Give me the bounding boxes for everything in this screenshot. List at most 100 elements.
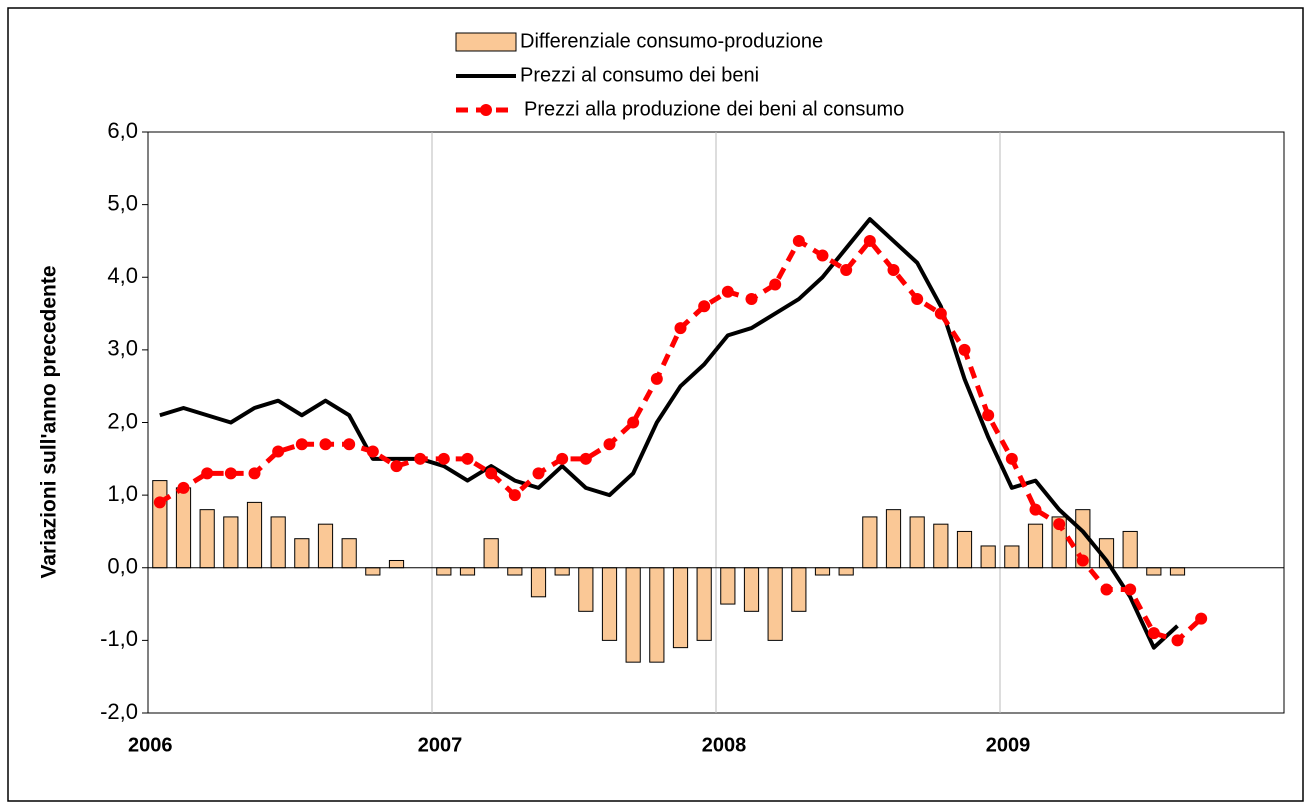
point: [887, 263, 900, 276]
bar: [246, 501, 263, 569]
bar: [885, 509, 902, 569]
bar: [601, 567, 618, 641]
bar: [696, 567, 712, 641]
point: [437, 452, 450, 465]
legend-swatch: [480, 104, 492, 116]
point: [319, 438, 332, 451]
point: [721, 285, 734, 298]
point: [745, 293, 758, 306]
point: [769, 278, 782, 291]
bar: [933, 523, 949, 569]
y-tick-label: -1,0: [100, 626, 138, 651]
bar: [199, 509, 215, 569]
bar: [152, 480, 168, 569]
bar: [909, 516, 925, 569]
bar: [294, 538, 310, 569]
bar: [1146, 567, 1162, 576]
point: [579, 452, 592, 465]
bar: [956, 530, 973, 569]
x-tick-label: 2009: [986, 734, 1031, 756]
bar: [838, 567, 854, 576]
bar: [672, 567, 689, 649]
legend-label: Differenziale consumo-produzione: [520, 30, 823, 52]
y-tick-label: 6,0: [107, 118, 138, 143]
point: [224, 467, 237, 480]
bar: [388, 559, 405, 569]
y-tick-label: 5,0: [107, 190, 138, 215]
bar: [743, 567, 760, 612]
point: [1147, 627, 1160, 640]
bar: [530, 567, 547, 598]
point: [461, 452, 474, 465]
y-tick-label: 4,0: [107, 263, 138, 288]
bar: [980, 545, 996, 569]
bar: [554, 567, 570, 576]
legend-swatch: [455, 32, 517, 52]
legend-label: Prezzi alla produzione dei beni al consu…: [524, 98, 904, 120]
bar: [578, 567, 594, 612]
point: [1195, 612, 1208, 625]
y-tick-label: -2,0: [100, 699, 138, 724]
point: [911, 293, 924, 306]
point: [1076, 554, 1089, 567]
point: [958, 343, 971, 356]
bar: [175, 487, 192, 569]
point: [201, 467, 214, 480]
bar: [436, 567, 452, 576]
point: [532, 467, 545, 480]
point: [1100, 583, 1113, 596]
point: [1005, 452, 1018, 465]
bar: [507, 567, 523, 576]
bar: [317, 523, 334, 569]
point: [840, 263, 853, 276]
y-tick-label: 1,0: [107, 481, 138, 506]
x-tick-label: 2007: [418, 734, 463, 756]
bar: [625, 567, 641, 663]
bar: [767, 567, 783, 641]
point: [650, 372, 663, 385]
legend-label: Prezzi al consumo dei beni: [520, 64, 759, 86]
point: [792, 234, 805, 247]
point: [390, 460, 403, 473]
bar: [341, 538, 357, 569]
point: [603, 438, 616, 451]
point: [508, 489, 521, 502]
point: [272, 445, 285, 458]
point: [1124, 583, 1137, 596]
point: [556, 452, 569, 465]
point: [153, 496, 166, 509]
y-tick-label: 2,0: [107, 408, 138, 433]
y-axis-label: Variazioni sull'anno precedente: [38, 265, 61, 578]
bar: [791, 567, 807, 612]
point: [1029, 503, 1042, 516]
point: [177, 481, 190, 494]
point: [982, 409, 995, 422]
bar: [1027, 523, 1044, 569]
x-tick-label: 2008: [702, 734, 747, 756]
point: [674, 322, 687, 335]
point: [366, 445, 379, 458]
bar: [270, 516, 286, 569]
bar: [814, 567, 831, 576]
point: [1053, 518, 1066, 531]
bar: [1004, 545, 1020, 569]
y-tick-label: 3,0: [107, 336, 138, 361]
bar: [649, 567, 665, 663]
bar: [1169, 567, 1186, 576]
point: [934, 307, 947, 320]
bar: [223, 516, 239, 569]
y-tick-label: 0,0: [107, 554, 138, 579]
point: [816, 249, 829, 262]
point: [698, 300, 711, 313]
point: [627, 416, 640, 429]
bar: [720, 567, 736, 605]
x-tick-label: 2006: [128, 734, 173, 756]
point: [248, 467, 261, 480]
line: [159, 217, 1179, 650]
point: [863, 234, 876, 247]
bar: [862, 516, 878, 569]
bar: [459, 567, 476, 576]
bar: [365, 567, 381, 576]
point: [485, 467, 498, 480]
point: [295, 438, 308, 451]
